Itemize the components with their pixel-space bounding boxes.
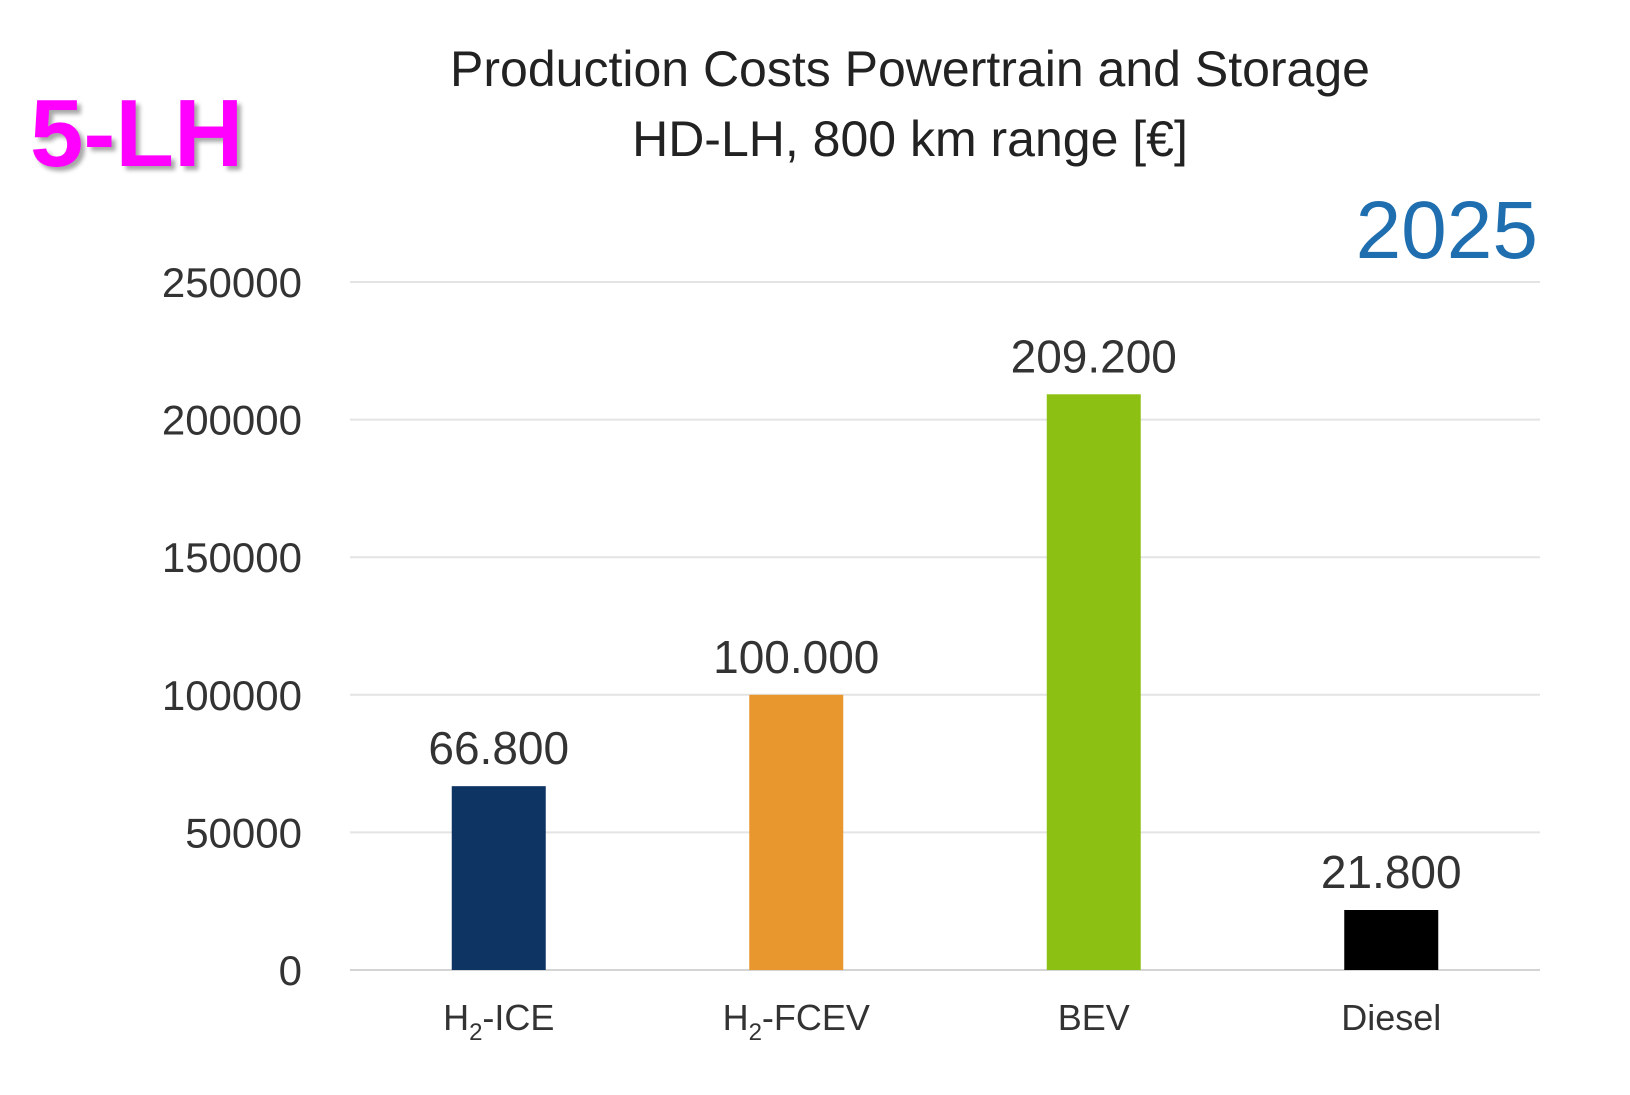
bar-4 bbox=[1344, 910, 1439, 970]
x-tick-label: H2-ICE bbox=[443, 997, 554, 1046]
chart-title: Production Costs Powertrain and Storage bbox=[450, 41, 1370, 97]
bars bbox=[451, 394, 1439, 970]
bar-1 bbox=[451, 786, 546, 970]
data-labels: 66.800 100.000 209.200 21.800 bbox=[428, 330, 1461, 898]
y-axis: 0 50000 100000 150000 200000 250000 bbox=[162, 259, 302, 994]
data-label: 100.000 bbox=[713, 631, 879, 683]
gridlines bbox=[350, 281, 1540, 971]
y-tick-label: 0 bbox=[279, 947, 302, 994]
y-tick-label: 250000 bbox=[162, 259, 302, 306]
bar-3 bbox=[1046, 394, 1141, 970]
x-axis: H2-ICE H2-FCEV BEV Diesel bbox=[443, 997, 1441, 1046]
bar-2 bbox=[749, 694, 844, 970]
scenario-badge: 5-LH bbox=[30, 80, 244, 187]
chart-subtitle: HD-LH, 800 km range [€] bbox=[632, 111, 1188, 167]
y-tick-label: 100000 bbox=[162, 672, 302, 719]
data-label: 209.200 bbox=[1011, 330, 1177, 382]
y-tick-label: 50000 bbox=[185, 809, 302, 856]
data-label: 21.800 bbox=[1321, 846, 1462, 898]
y-tick-label: 150000 bbox=[162, 534, 302, 581]
year-label: 2025 bbox=[1355, 185, 1538, 276]
data-label: 66.800 bbox=[428, 722, 569, 774]
x-tick-label: BEV bbox=[1058, 997, 1130, 1038]
y-tick-label: 200000 bbox=[162, 397, 302, 444]
x-tick-label: H2-FCEV bbox=[723, 997, 870, 1046]
x-tick-label: Diesel bbox=[1341, 997, 1441, 1038]
